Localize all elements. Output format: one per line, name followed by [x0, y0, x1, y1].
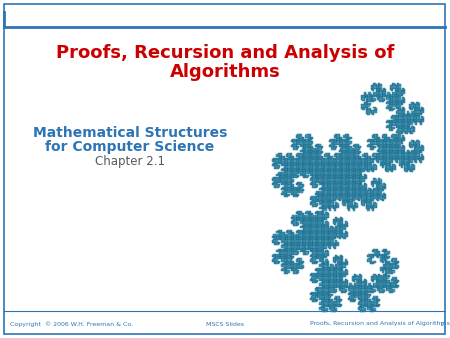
Text: 1: 1: [439, 321, 443, 327]
Text: MSCS Slides: MSCS Slides: [206, 321, 244, 327]
Text: Proofs, Recursion and Analysis of Algorithms: Proofs, Recursion and Analysis of Algori…: [310, 321, 450, 327]
Text: Copyright  © 2006 W.H. Freeman & Co.: Copyright © 2006 W.H. Freeman & Co.: [10, 321, 133, 327]
Text: Mathematical Structures: Mathematical Structures: [33, 126, 227, 140]
Text: for Computer Science: for Computer Science: [45, 140, 215, 154]
Text: Proofs, Recursion and Analysis of: Proofs, Recursion and Analysis of: [56, 44, 394, 62]
Text: Algorithms: Algorithms: [170, 63, 280, 81]
Text: Chapter 2.1: Chapter 2.1: [95, 155, 165, 169]
